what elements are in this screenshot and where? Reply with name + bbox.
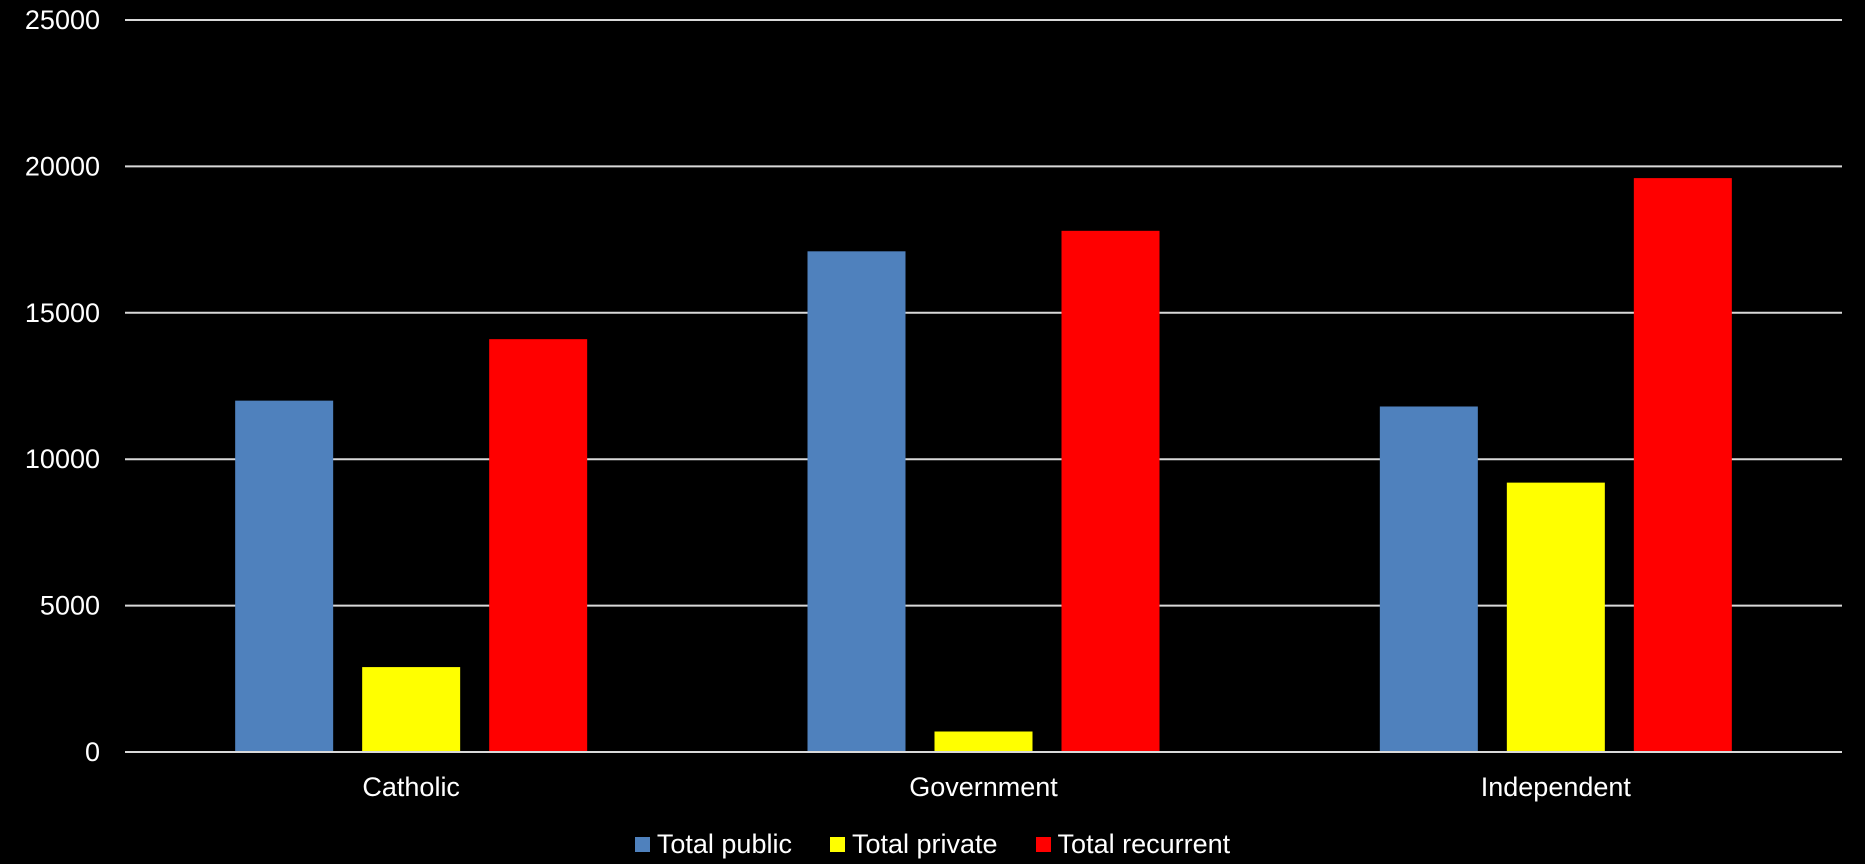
bar-total-private-catholic	[362, 667, 461, 752]
legend-label: Total recurrent	[1057, 828, 1231, 859]
legend-swatch	[1035, 836, 1051, 852]
legend-swatch	[634, 836, 650, 852]
bar-total-public-catholic	[235, 400, 334, 752]
x-tick-label: Catholic	[362, 772, 460, 802]
legend-item: Total recurrent	[1035, 828, 1231, 860]
y-tick-label: 25000	[25, 5, 100, 35]
bar-total-private-independent	[1506, 482, 1605, 752]
bar-total-recurrent-independent	[1633, 178, 1732, 752]
y-tick-label: 5000	[40, 591, 100, 621]
bar-total-recurrent-government	[1061, 230, 1160, 753]
bar-total-recurrent-catholic	[489, 339, 588, 752]
x-tick-label: Government	[909, 772, 1058, 802]
bar-total-private-government	[934, 731, 1033, 752]
chart-legend: Total public Total private Total recurrent	[0, 826, 1865, 862]
y-tick-label: 0	[85, 737, 100, 767]
legend-swatch	[829, 836, 845, 852]
y-tick-label: 20000	[25, 151, 100, 181]
legend-label: Total private	[851, 828, 998, 859]
legend-item: Total public	[634, 828, 792, 860]
y-tick-label: 15000	[25, 298, 100, 328]
legend-label: Total public	[656, 828, 792, 859]
bar-total-public-independent	[1379, 406, 1478, 752]
x-tick-label: Independent	[1481, 772, 1632, 802]
y-tick-label: 10000	[25, 444, 100, 474]
bar-total-public-government	[807, 251, 906, 752]
legend-item: Total private	[829, 828, 998, 860]
